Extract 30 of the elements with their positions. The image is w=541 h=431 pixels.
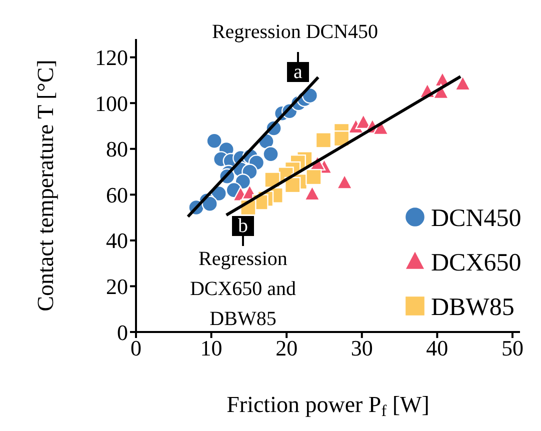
y-tick-label: 120 — [95, 45, 128, 70]
legend-label: DCX650 — [431, 250, 522, 276]
annotation: Regression DCX650 and DBW85 — [190, 248, 296, 330]
legend-label: DCN450 — [431, 205, 522, 232]
x-axis-title: Friction power P$_{f}$ [W] — [226, 392, 430, 420]
y-tick-label: 20 — [106, 274, 128, 300]
y-tick-label: 100 — [95, 90, 128, 116]
legend-label: DBW85 — [431, 294, 514, 321]
point — [315, 132, 332, 148]
y-tick-label: 80 — [106, 136, 128, 162]
annotation: a — [294, 61, 303, 83]
point — [284, 176, 301, 194]
y-axis-title: Contact temperature T [°C] — [33, 60, 58, 312]
x-tick-label: 40 — [426, 336, 448, 361]
point — [202, 196, 218, 212]
y-tick-label: 60 — [106, 182, 128, 208]
annotation: b — [238, 215, 248, 237]
point — [304, 186, 320, 201]
point — [262, 146, 279, 162]
y-tick-label: 40 — [106, 228, 128, 254]
point — [454, 75, 471, 91]
x-tick-label: 10 — [200, 336, 222, 361]
x-tick-label: 50 — [501, 336, 524, 361]
point — [336, 174, 353, 190]
y-tick-label: 0 — [117, 320, 128, 345]
annotation: Regression DCN450 — [212, 21, 378, 43]
x-tick-label: 20 — [276, 336, 298, 361]
x-tick-label: 30 — [350, 336, 373, 361]
point — [306, 168, 322, 186]
point — [206, 132, 222, 149]
